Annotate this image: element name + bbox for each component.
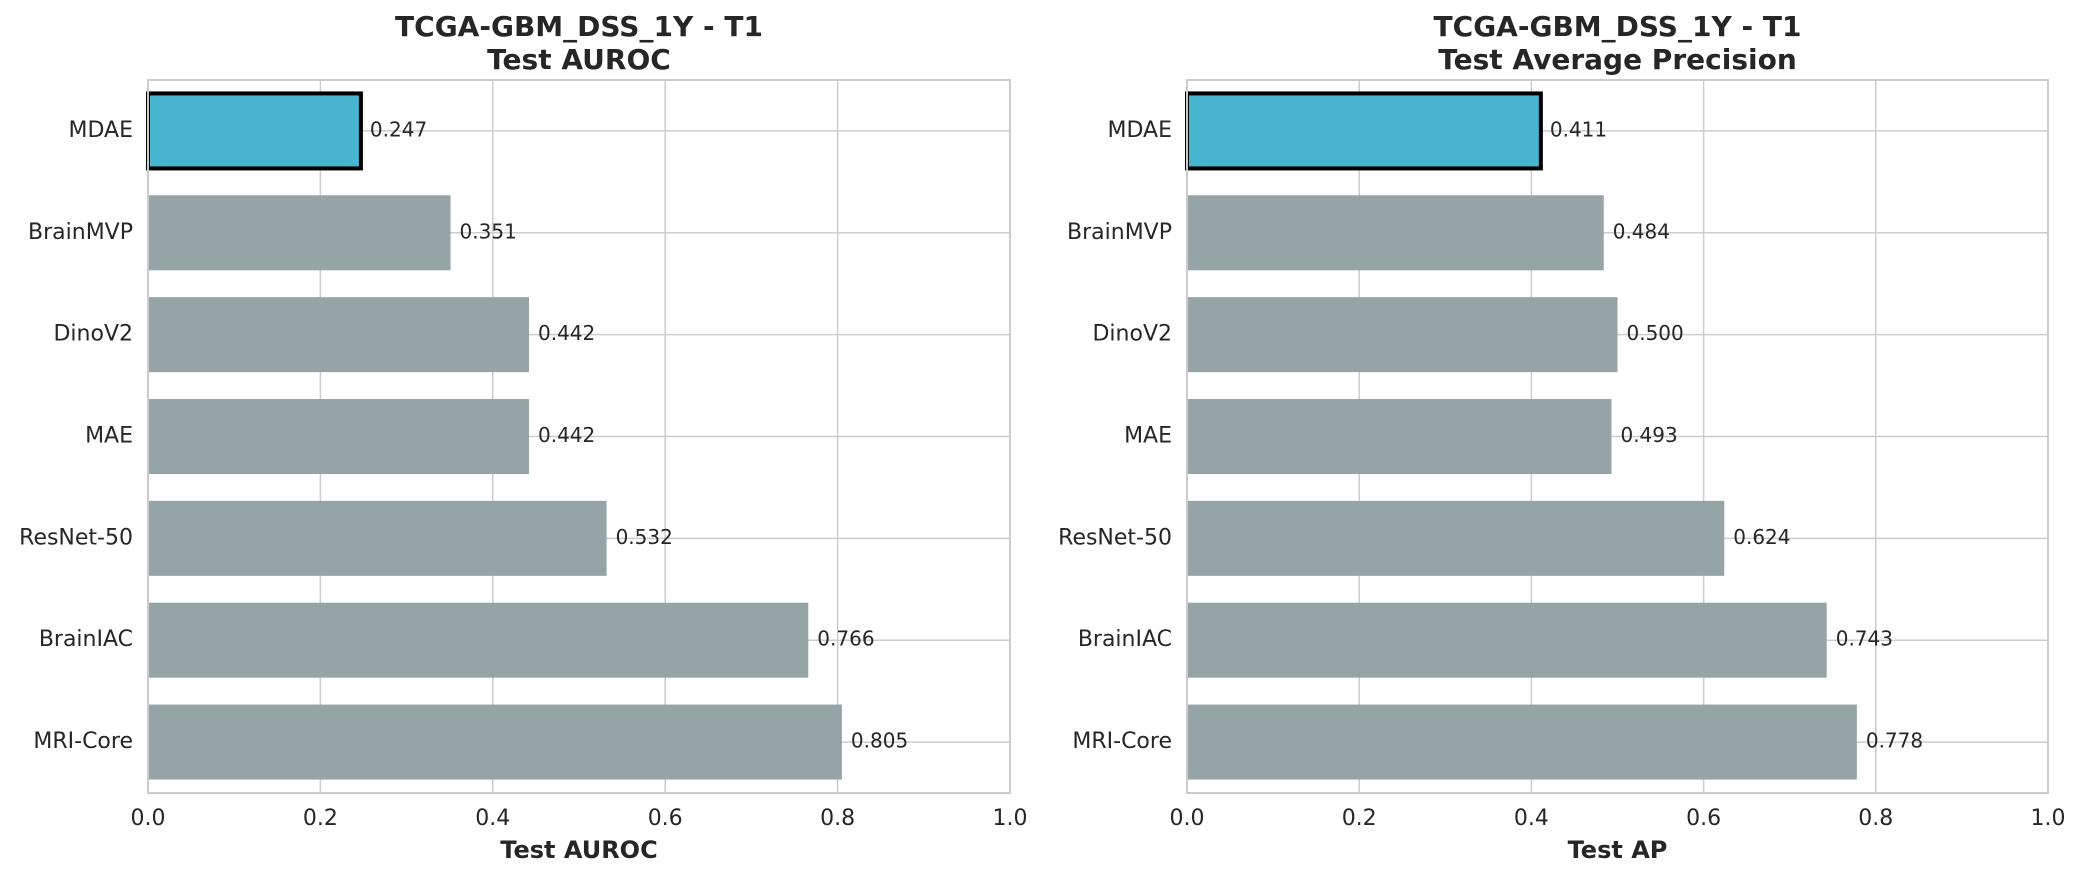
x-tick-label: 0.8 — [1858, 806, 1893, 831]
y-tick-label: DinoV2 — [1092, 322, 1172, 347]
value-label: 0.351 — [460, 219, 517, 243]
value-label: 0.805 — [851, 729, 908, 753]
y-tick-label: BrainIAC — [1078, 627, 1172, 652]
auroc-chart: 0.247 0.351 0.442 0.442 0.532 0.766 0.805 MDAE B… — [19, 10, 1027, 864]
value-label: 0.743 — [1836, 627, 1893, 651]
y-tick-label: MAE — [1124, 424, 1172, 449]
value-label: 0.247 — [370, 117, 427, 141]
x-tick-label: 0.2 — [1342, 806, 1377, 831]
chart-subtitle: Test Average Precision — [1438, 43, 1797, 76]
value-label: 0.624 — [1733, 525, 1790, 549]
y-tick-label: BrainIAC — [39, 627, 133, 652]
bar-brainiac — [148, 602, 809, 678]
x-tick-label: 0.6 — [1686, 806, 1721, 831]
value-label: 0.442 — [538, 423, 595, 447]
value-label: 0.411 — [1550, 117, 1607, 141]
bar-resnet-50 — [148, 500, 607, 576]
average-precision-chart: 0.411 0.484 0.500 0.493 0.624 0.743 0.778 MDAE B… — [1058, 10, 2065, 864]
x-tick-label: 0.6 — [648, 806, 683, 831]
y-tick-label: ResNet-50 — [1058, 525, 1172, 550]
x-tick-label: 0.8 — [820, 806, 855, 831]
bar-brainmvp — [148, 195, 451, 271]
x-tick-label: 0.0 — [1170, 806, 1205, 831]
y-tick-label: ResNet-50 — [19, 525, 133, 550]
bar-brainiac — [1187, 602, 1827, 678]
y-tick-label: MRI-Core — [1072, 729, 1172, 754]
value-label: 0.484 — [1613, 219, 1670, 243]
bar-dinov2 — [1187, 297, 1618, 373]
bar-mdae — [146, 91, 363, 171]
value-label: 0.778 — [1866, 729, 1923, 753]
value-label: 0.766 — [817, 627, 874, 651]
bar-mae — [1187, 399, 1612, 474]
y-tick-label: MDAE — [69, 118, 134, 143]
bar-resnet-50 — [1187, 500, 1725, 576]
chart-title: TCGA-GBM_DSS_1Y - T1 — [1434, 10, 1802, 43]
x-tick-label: 1.0 — [993, 806, 1028, 831]
value-label: 0.500 — [1627, 321, 1684, 345]
bar-brainmvp — [1187, 195, 1604, 271]
y-tick-label: DinoV2 — [53, 322, 133, 347]
y-tick-label: MAE — [85, 424, 133, 449]
x-tick-label: 0.4 — [1514, 806, 1549, 831]
chart-title: TCGA-GBM_DSS_1Y - T1 — [395, 10, 763, 43]
x-tick-label: 0.2 — [303, 806, 338, 831]
bar-mri-core — [148, 704, 842, 780]
value-label: 0.493 — [1620, 423, 1677, 447]
value-label: 0.532 — [616, 525, 673, 549]
x-tick-label: 0.0 — [131, 806, 166, 831]
plot-frame — [147, 79, 1011, 794]
x-tick-label: 0.4 — [475, 806, 510, 831]
plot-frame — [1186, 79, 2049, 794]
x-tick-label: 1.0 — [2031, 806, 2066, 831]
value-label: 0.442 — [538, 321, 595, 345]
y-tick-label: MRI-Core — [33, 729, 133, 754]
bar-mri-core — [1187, 704, 1857, 780]
x-axis-label: Test AP — [1568, 836, 1668, 864]
y-tick-label: BrainMVP — [28, 220, 133, 245]
y-tick-label: BrainMVP — [1067, 220, 1172, 245]
bar-mdae — [1185, 91, 1543, 171]
x-axis-label: Test AUROC — [500, 836, 657, 864]
bar-mae — [148, 399, 530, 474]
chart-subtitle: Test AUROC — [487, 43, 671, 76]
y-tick-label: MDAE — [1108, 118, 1173, 143]
bar-dinov2 — [148, 297, 530, 373]
